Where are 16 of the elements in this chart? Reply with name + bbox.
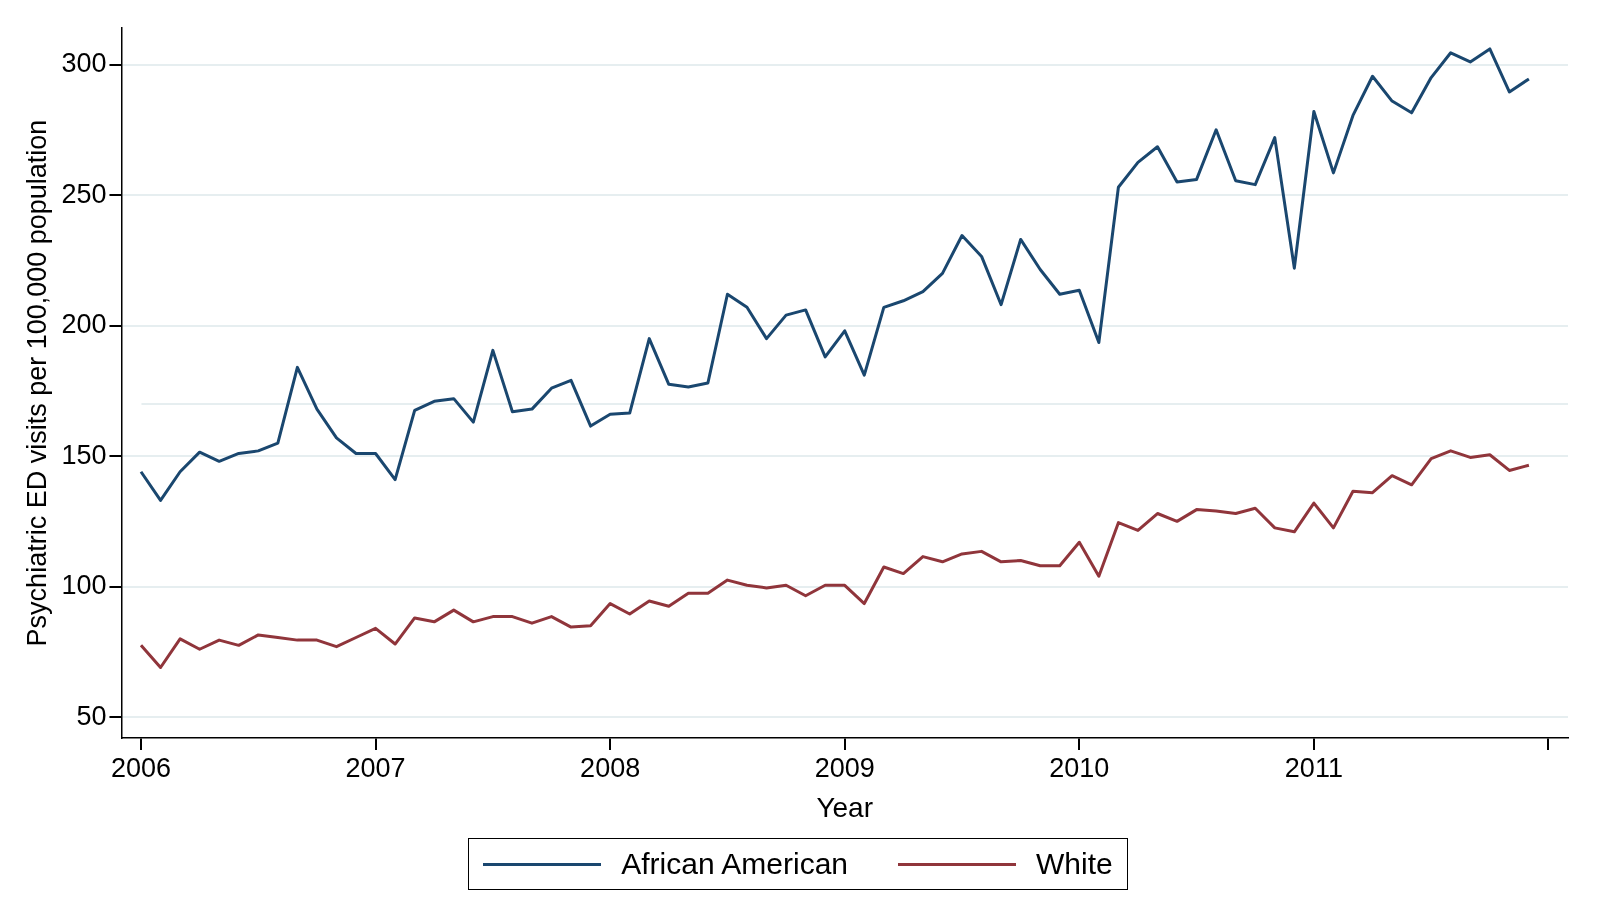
legend-label: African American [621, 847, 849, 881]
y-tick-label: 250 [61, 178, 107, 209]
x-tick-label: 2009 [814, 752, 875, 783]
y-tick-label: 150 [61, 439, 107, 470]
x-tick-label: 2006 [110, 752, 172, 783]
x-tick-label: 2011 [1284, 752, 1343, 783]
x-tick-label: 2010 [1049, 752, 1110, 783]
y-axis-title: Psychiatric ED visits per 100,000 population [21, 119, 52, 647]
y-tick-label: 300 [61, 48, 107, 78]
x-tick-label: 2008 [580, 752, 641, 783]
y-tick-label: 50 [76, 700, 107, 731]
y-tick-label: 200 [61, 309, 107, 340]
legend-label: White [1036, 847, 1113, 881]
x-tick-label: 2007 [345, 752, 406, 783]
x-axis-title: Year [816, 791, 874, 823]
y-tick-label: 100 [61, 570, 107, 601]
